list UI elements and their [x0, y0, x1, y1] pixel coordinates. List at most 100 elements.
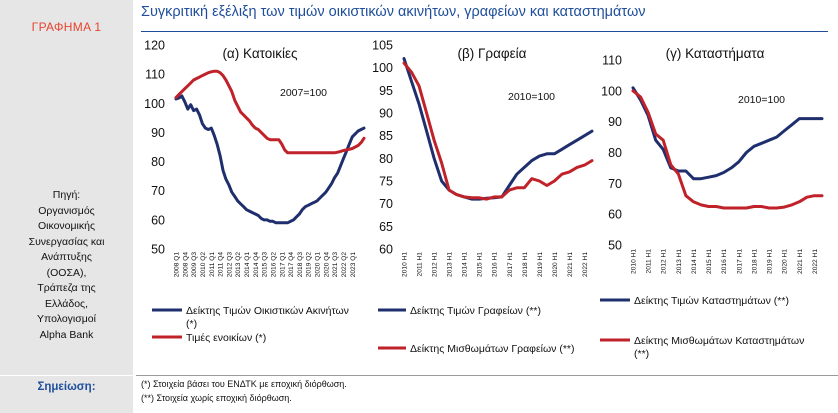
x-tick-label: 2021 H1 — [567, 252, 574, 277]
x-tick-label: 2010 Q2 — [200, 252, 207, 278]
x-tick-label: 2013 Q2 — [235, 252, 242, 278]
x-tick-label: 2017 Q1 — [279, 252, 286, 278]
y-tick-label: 70 — [608, 177, 622, 191]
x-tick-label: 2022 Q2 — [341, 252, 348, 278]
title-divider — [141, 31, 828, 32]
x-tick-label: 2014 Q1 — [244, 252, 251, 278]
x-tick-label: 2008 Q1 — [174, 252, 181, 278]
charts-canvas: 50 60 70 80 90 100 110 120 2008 Q1 2008 Q4 2009 Q3… — [144, 39, 824, 360]
x-tick-label: 2015 H1 — [477, 252, 484, 277]
source-line: Τράπεζα της — [37, 282, 96, 294]
x-tick-label: 2020 H1 — [552, 252, 559, 277]
y-tick-label: 100 — [372, 61, 393, 75]
legend-label: Δείκτης Τιμών Καταστημάτων (**) — [634, 295, 789, 307]
x-tick-label: 2011 H1 — [646, 249, 653, 274]
x-tick-label: 2015 Q3 — [262, 252, 269, 278]
source-line: Ανάπτυξης — [41, 251, 92, 263]
left-sidebar — [0, 0, 133, 375]
x-tick-label: 2022 H1 — [582, 252, 589, 277]
series-line — [631, 89, 824, 210]
x-tick-label: 2019 Q2 — [306, 252, 313, 278]
source-line: Πηγή: — [52, 189, 81, 201]
x-tick-label: 2010 H1 — [631, 249, 638, 274]
y-tick-label: 120 — [144, 39, 165, 53]
x-tick-label: 2012 H1 — [432, 252, 439, 277]
x-tick-label: 2017 Q4 — [288, 252, 295, 278]
legend-label: Δείκτης Τιμών Γραφείων (**) — [410, 305, 541, 317]
y-tick-label: 60 — [608, 208, 622, 222]
y-tick-label: 80 — [151, 155, 165, 169]
x-tick-label: 2014 Q4 — [253, 252, 260, 278]
x-tick-label: 2020 Q1 — [315, 252, 322, 278]
x-tick-label: 2013 H1 — [676, 249, 683, 274]
y-tick-label: 90 — [608, 115, 622, 129]
panel-title: (α) Κατοικίες — [222, 46, 298, 61]
panel-title: (γ) Καταστήματα — [666, 46, 765, 61]
source-line: Alpha Bank — [39, 328, 94, 341]
note-label: Σημείωση: — [37, 381, 96, 393]
legend-label: Δείκτης Μισθωμάτων Γραφείων (**) — [410, 343, 575, 355]
x-tick-label: 2016 H1 — [492, 252, 499, 277]
y-tick-label: 85 — [379, 129, 393, 143]
x-tick-label: 2020 H1 — [782, 249, 789, 274]
y-tick-label: 100 — [144, 97, 165, 111]
x-tick-label: 2016 H1 — [721, 249, 728, 274]
source-line: Οικονομικής — [37, 220, 96, 232]
x-tick-label: 2017 H1 — [736, 249, 743, 274]
base-year-note: 2010=100 — [508, 91, 555, 103]
x-tick-label: 2014 H1 — [691, 249, 698, 274]
chart-title: Συγκριτική εξέλιξη των τιμών οικιστικών … — [141, 4, 646, 20]
x-tick-label: 2021 H1 — [797, 249, 804, 274]
y-tick-label: 65 — [379, 220, 393, 234]
x-tick-label: 2012 H1 — [661, 249, 668, 274]
y-tick-label: 90 — [379, 107, 393, 121]
source-line: Οργανισμός — [38, 204, 95, 217]
source-line: Υπολογισμοί — [37, 313, 96, 325]
y-tick-label: 110 — [602, 54, 622, 68]
x-tick-label: 2011 Q1 — [209, 252, 216, 277]
y-tick-label: 80 — [608, 146, 622, 160]
x-tick-label: 2023 Q1 — [350, 252, 357, 278]
x-tick-label: 2018 Q3 — [297, 252, 304, 278]
base-year-note: 2007=100 — [280, 87, 327, 99]
x-tick-label: 2008 Q4 — [182, 252, 189, 278]
x-tick-label: 2018 H1 — [522, 252, 529, 277]
y-tick-label: 50 — [151, 243, 165, 257]
y-tick-label: 75 — [379, 175, 393, 189]
legend-label: Τιμές ενοικίων (*) — [186, 332, 266, 344]
x-tick-label: 2012 Q3 — [226, 252, 233, 278]
y-tick-label: 70 — [151, 184, 165, 198]
x-tick-label: 2016 Q2 — [270, 252, 277, 278]
x-tick-label: 2014 H1 — [462, 252, 469, 277]
x-tick-label: 2011 Q4 — [218, 252, 225, 277]
base-year-note: 2010=100 — [738, 94, 785, 106]
x-tick-label: 2019 H1 — [767, 249, 774, 274]
series-line — [174, 94, 366, 225]
series-line — [631, 86, 824, 181]
series-line — [402, 61, 594, 201]
legend-label: Δείκτης Μισθωμάτων Καταστημάτων — [634, 335, 804, 347]
y-tick-label: 60 — [151, 213, 165, 227]
legend-label-cont: (*) — [186, 318, 197, 330]
x-tick-label: 2017 H1 — [507, 252, 514, 277]
x-tick-label: 2020 Q4 — [323, 252, 330, 278]
y-tick-label: 90 — [151, 126, 165, 140]
x-tick-label: 2011 H1 — [417, 252, 424, 277]
x-tick-label: 2021 Q3 — [332, 252, 339, 278]
y-tick-label: 100 — [601, 84, 622, 98]
footnote-1: (*) Στοιχεία βάσει του ΕΝΔΤΚ με εποχική … — [141, 379, 347, 389]
y-tick-label: 60 — [379, 243, 393, 257]
x-tick-label: 2009 Q3 — [191, 252, 198, 278]
footnote-2: (**) Στοιχεία χωρίς εποχική διόρθωση. — [141, 393, 292, 403]
panel-title: (β) Γραφεία — [457, 46, 526, 61]
source-line: (ΟΟΣΑ), — [46, 266, 87, 279]
x-tick-label: 2022 H1 — [812, 249, 819, 274]
x-tick-label: 2019 H1 — [537, 252, 544, 277]
y-tick-label: 80 — [379, 152, 393, 166]
x-tick-label: 2013 H1 — [447, 252, 454, 277]
figure-label: ΓΡΑΦΗΜΑ 1 — [31, 20, 102, 34]
series-line — [174, 69, 366, 155]
y-tick-label: 95 — [379, 84, 393, 98]
x-tick-label: 2010 H1 — [402, 252, 409, 277]
legend-label-cont: (**) — [634, 348, 649, 360]
